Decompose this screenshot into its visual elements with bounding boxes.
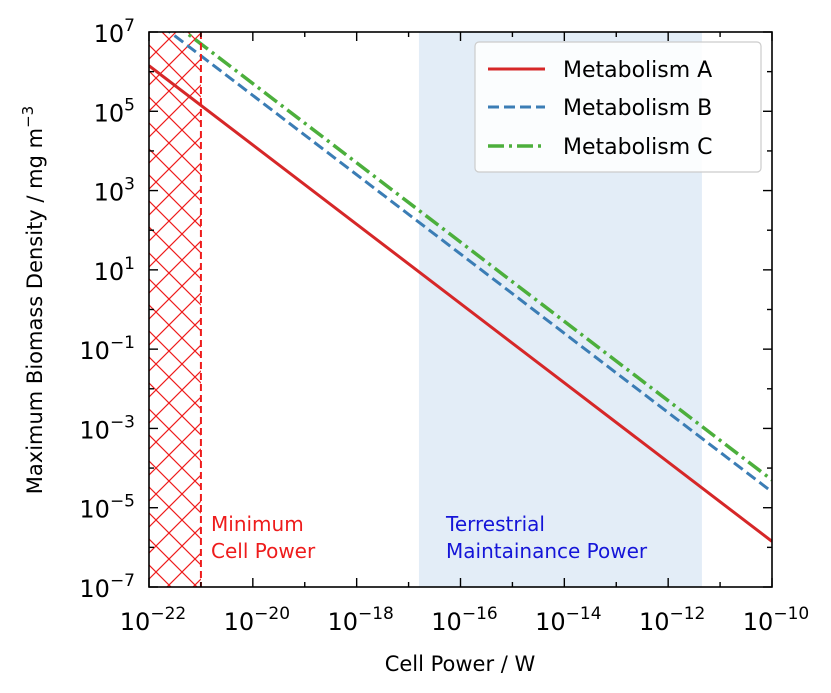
y-tick-label-base: 10 (94, 179, 125, 207)
x-tick-label-exponent: −10 (773, 604, 809, 624)
y-tick-label: 107 (94, 16, 135, 48)
x-tick-label-base: 10 (535, 608, 566, 636)
minimum-cell-power-region (149, 32, 201, 587)
x-tick-label-exponent: −20 (254, 604, 290, 624)
y-tick-label: 10−7 (79, 571, 135, 603)
x-tick-label-base: 10 (120, 608, 151, 636)
legend-label-metabolism-c: Metabolism C (563, 135, 713, 160)
minimum-label-line2: Cell Power (211, 539, 316, 563)
y-axis-label-sup: −3 (19, 106, 37, 128)
y-tick-label-base: 10 (79, 496, 110, 524)
x-tick-label: 10−12 (639, 604, 705, 636)
minimum-label-line1: Minimum (211, 512, 304, 536)
y-tick-label-exponent: −5 (110, 492, 135, 512)
terrestrial-label-line2: Maintainance Power (446, 539, 648, 563)
x-tick-label: 10−10 (743, 604, 809, 636)
y-tick-label-base: 10 (79, 337, 110, 365)
axis-ticks (148, 31, 773, 588)
x-tick-label-base: 10 (743, 608, 774, 636)
x-tick-label: 10−18 (327, 604, 393, 636)
series-line-metabolism-b (167, 32, 772, 494)
x-tick-label-exponent: −14 (566, 604, 602, 624)
y-tick-label-base: 10 (79, 575, 110, 603)
legend-label-metabolism-a: Metabolism A (563, 58, 712, 83)
x-tick-label-base: 10 (431, 608, 462, 636)
x-tick-label-exponent: −18 (358, 604, 394, 624)
x-tick-label: 10−16 (431, 604, 497, 636)
y-tick-label-exponent: 3 (124, 175, 135, 195)
y-tick-label-exponent: 7 (124, 16, 135, 36)
y-tick-label: 10−5 (79, 492, 135, 524)
y-tick-label: 103 (94, 175, 135, 207)
x-tick-labels: 10−22 10−20 10−18 10−16 10−14 10−12 10−10 (120, 604, 809, 636)
x-tick-label-exponent: −12 (669, 604, 705, 624)
y-tick-label-exponent: −1 (110, 333, 135, 353)
series-line-metabolism-a (149, 64, 772, 543)
legend: Metabolism A Metabolism B Metabolism C (474, 41, 762, 173)
x-tick-label: 10−22 (120, 604, 186, 636)
x-tick-label-exponent: −22 (150, 604, 186, 624)
y-tick-label: 10−1 (79, 333, 135, 365)
y-tick-label-base: 10 (94, 258, 125, 286)
y-tick-label-base: 10 (79, 416, 110, 444)
x-tick-label-base: 10 (224, 608, 255, 636)
y-tick-label-exponent: −7 (110, 571, 135, 591)
terrestrial-label-line1: Terrestrial (445, 512, 545, 536)
y-tick-label: 105 (94, 95, 135, 127)
y-tick-label: 101 (94, 254, 135, 286)
y-tick-label-exponent: 5 (124, 95, 135, 115)
y-tick-label-exponent: −3 (110, 412, 135, 432)
legend-box (474, 41, 762, 173)
series-line-metabolism-c (182, 32, 772, 482)
x-tick-label: 10−14 (535, 604, 601, 636)
y-axis-label: Maximum Biomass Density / mg m−3 (19, 106, 47, 494)
x-tick-label-base: 10 (327, 608, 358, 636)
x-axis-label: Cell Power / W (385, 652, 536, 676)
x-tick-label-exponent: −16 (462, 604, 498, 624)
minimum-cell-power-label: Minimum Cell Power (211, 512, 316, 563)
y-tick-label-exponent: 1 (124, 254, 135, 274)
legend-label-metabolism-b: Metabolism B (563, 96, 712, 121)
series-lines (149, 32, 772, 543)
x-tick-label: 10−20 (224, 604, 290, 636)
y-tick-label: 10−3 (79, 412, 135, 444)
y-tick-label-base: 10 (94, 20, 125, 48)
terrestrial-maintainance-label: Terrestrial Maintainance Power (445, 512, 648, 563)
y-axis-label-main: Maximum Biomass Density / mg m (23, 128, 47, 494)
x-tick-label-base: 10 (639, 608, 670, 636)
y-tick-label-base: 10 (94, 99, 125, 127)
